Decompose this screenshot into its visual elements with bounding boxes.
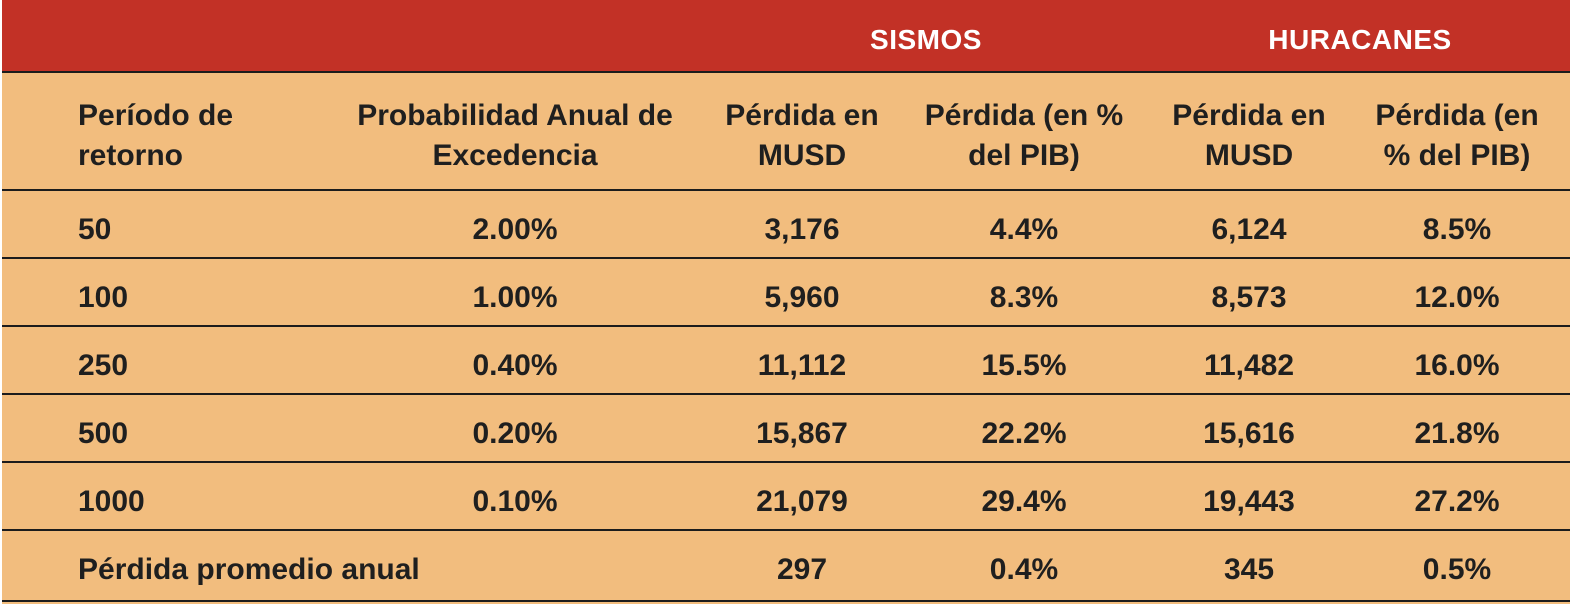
cell-hu-loss-musd: 11,482 [1203,349,1295,382]
group-title-earthquakes: SISMOS [870,24,982,55]
header-eq-loss-pct: Pérdida (en % del PIB) [914,96,1134,176]
table-row: 100 1.00% 5,960 8.3% 8,573 12.0% [2,259,1570,327]
cell-eq-loss-musd: 5,960 [764,281,840,314]
header-hu-loss-pct-line1: Pérdida (en [1375,99,1539,132]
cell-return-period: 250 [78,349,129,382]
cell-eq-loss-musd: 15,867 [756,417,848,450]
header-eq-loss-musd-line1: Pérdida en [725,99,879,132]
header-hu-loss-musd: Pérdida en MUSD [1149,96,1349,176]
cell-eq-loss-pct: 8.3% [989,281,1059,314]
header-return-period-line2: retorno [78,139,183,172]
cell-average-loss-label: Pérdida promedio anual [78,553,420,586]
cell-eq-loss-musd: 21,079 [756,485,848,518]
cell-eq-loss-pct: 22.2% [981,417,1067,450]
cell-hu-loss-pct: 21.8% [1414,417,1500,450]
cell-annual-probability: 0.20% [472,417,558,450]
cell-hu-loss-pct: 0.5% [1422,553,1492,586]
header-eq-loss-pct-line1: Pérdida (en % [924,99,1124,132]
cell-hu-loss-musd: 15,616 [1203,417,1295,450]
cell-return-period: 100 [78,281,129,314]
header-return-period-line1: Período de [78,99,234,132]
cell-hu-loss-pct: 27.2% [1414,485,1500,518]
header-eq-loss-musd-line2: MUSD [757,139,847,172]
header-return-period: Período de retorno [78,96,233,176]
cell-hu-loss-musd: 8,573 [1211,281,1287,314]
header-annual-probability: Probabilidad Anual de Excedencia [345,96,685,176]
cell-hu-loss-musd: 19,443 [1203,485,1295,518]
cell-annual-probability: 0.40% [472,349,558,382]
header-hu-loss-pct-line2: % del PIB) [1383,139,1531,172]
header-hu-loss-musd-line1: Pérdida en [1172,99,1326,132]
cell-eq-loss-pct: 15.5% [981,349,1067,382]
header-hu-loss-musd-line2: MUSD [1204,139,1294,172]
header-annual-probability-line1: Probabilidad Anual de [357,99,673,132]
cell-annual-probability: 1.00% [472,281,558,314]
table-row: 1000 0.10% 21,079 29.4% 19,443 27.2% [2,463,1570,531]
cell-eq-loss-pct: 0.4% [989,553,1059,586]
cell-return-period: 500 [78,417,129,450]
table-row: 250 0.40% 11,112 15.5% 11,482 16.0% [2,327,1570,395]
cell-eq-loss-pct: 29.4% [981,485,1067,518]
cell-hu-loss-pct: 12.0% [1414,281,1500,314]
header-annual-probability-line2: Excedencia [432,139,598,172]
cell-return-period: 50 [78,213,112,246]
header-eq-loss-pct-line2: del PIB) [968,139,1080,172]
group-header-band: SISMOS HURACANES [2,0,1570,73]
header-eq-loss-musd: Pérdida en MUSD [702,96,902,176]
group-title-hurricanes: HURACANES [1268,24,1452,55]
column-header-row: Período de retorno Probabilidad Anual de… [2,73,1570,191]
cell-hu-loss-musd: 6,124 [1211,213,1287,246]
table-row-average-annual-loss: Pérdida promedio anual 297 0.4% 345 0.5% [2,531,1570,602]
table-row: 50 2.00% 3,176 4.4% 6,124 8.5% [2,191,1570,259]
cell-return-period: 1000 [78,485,145,518]
cell-eq-loss-musd: 3,176 [764,213,840,246]
cell-hu-loss-musd: 345 [1223,553,1275,586]
cell-annual-probability: 2.00% [472,213,558,246]
cell-hu-loss-pct: 8.5% [1422,213,1492,246]
cell-hu-loss-pct: 16.0% [1414,349,1500,382]
cell-eq-loss-musd: 297 [776,553,828,586]
cell-annual-probability: 0.10% [472,485,558,518]
cell-eq-loss-musd: 11,112 [757,349,847,382]
header-hu-loss-pct: Pérdida (en % del PIB) [1347,96,1567,176]
cell-eq-loss-pct: 4.4% [989,213,1059,246]
table-row: 500 0.20% 15,867 22.2% 15,616 21.8% [2,395,1570,463]
